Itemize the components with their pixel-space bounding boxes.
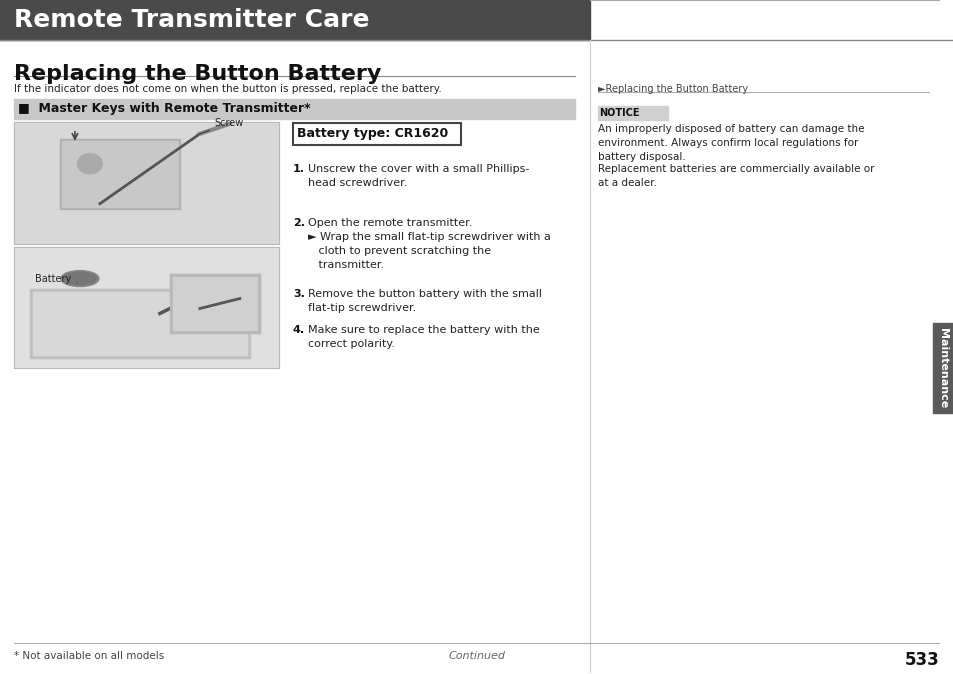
Bar — [60, 139, 180, 209]
Text: Maintenance: Maintenance — [938, 328, 947, 408]
Text: 1.: 1. — [293, 164, 305, 174]
Text: Remote Transmitter Care: Remote Transmitter Care — [14, 8, 369, 32]
FancyBboxPatch shape — [293, 123, 460, 145]
Text: Screw: Screw — [197, 118, 244, 135]
Bar — [932, 324, 952, 413]
Ellipse shape — [63, 272, 97, 285]
Bar — [170, 274, 259, 334]
Text: Remove the button battery with the small
flat-tip screwdriver.: Remove the button battery with the small… — [308, 288, 541, 313]
Ellipse shape — [77, 154, 102, 174]
Text: 3.: 3. — [293, 288, 304, 299]
Bar — [33, 292, 247, 355]
Bar — [30, 288, 250, 359]
Bar — [14, 122, 278, 243]
Text: Continued: Continued — [448, 651, 505, 661]
Ellipse shape — [61, 270, 99, 286]
Text: NOTICE: NOTICE — [599, 108, 639, 118]
Text: 2.: 2. — [293, 218, 305, 228]
Text: Battery type: CR1620: Battery type: CR1620 — [296, 127, 448, 140]
Text: Make sure to replace the battery with the
correct polarity.: Make sure to replace the battery with th… — [308, 326, 539, 350]
Bar — [62, 141, 177, 207]
Text: 4.: 4. — [293, 326, 305, 336]
Text: An improperly disposed of battery can damage the
environment. Always confirm loc: An improperly disposed of battery can da… — [597, 124, 863, 162]
Text: ►Replacing the Button Battery: ►Replacing the Button Battery — [597, 84, 747, 94]
Text: ■  Master Keys with Remote Transmitter*: ■ Master Keys with Remote Transmitter* — [18, 102, 311, 115]
Text: If the indicator does not come on when the button is pressed, replace the batter: If the indicator does not come on when t… — [14, 84, 441, 94]
Bar — [172, 276, 256, 330]
Text: * Not available on all models: * Not available on all models — [14, 651, 164, 661]
Text: Open the remote transmitter.
► Wrap the small flat-tip screwdriver with a
   clo: Open the remote transmitter. ► Wrap the … — [308, 218, 550, 270]
Text: Replacement batteries are commercially available or
at a dealer.: Replacement batteries are commercially a… — [597, 164, 873, 188]
Text: 533: 533 — [903, 651, 939, 669]
Text: Replacing the Button Battery: Replacing the Button Battery — [14, 64, 381, 84]
Bar — [14, 247, 278, 369]
Bar — [0, 0, 589, 40]
Bar — [597, 106, 667, 120]
Text: Battery: Battery — [35, 274, 77, 284]
Bar — [14, 99, 574, 119]
Text: Unscrew the cover with a small Phillips-
head screwdriver.: Unscrew the cover with a small Phillips-… — [308, 164, 529, 188]
